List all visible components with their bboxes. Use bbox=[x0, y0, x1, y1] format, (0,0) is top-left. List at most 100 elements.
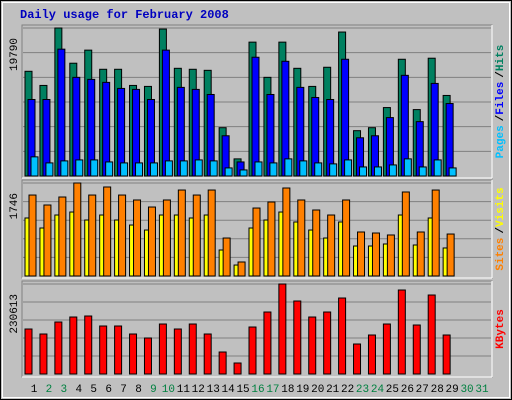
x-tick-label: 21 bbox=[326, 384, 340, 396]
bar bbox=[353, 343, 362, 375]
bar bbox=[299, 160, 308, 177]
bar bbox=[54, 321, 63, 375]
bar bbox=[308, 316, 317, 375]
x-tick-label: 5 bbox=[90, 384, 97, 396]
bar bbox=[90, 159, 99, 177]
bar bbox=[418, 166, 427, 177]
bar bbox=[401, 191, 410, 277]
bar bbox=[39, 333, 48, 375]
bar bbox=[445, 103, 454, 177]
bar bbox=[329, 163, 338, 177]
bar bbox=[162, 199, 171, 277]
bar bbox=[327, 214, 336, 277]
bar bbox=[344, 159, 353, 177]
x-tick-label: 15 bbox=[236, 384, 249, 396]
bar bbox=[403, 158, 412, 177]
bar bbox=[297, 199, 306, 277]
bar bbox=[207, 189, 216, 277]
x-tick-label: 10 bbox=[162, 384, 175, 396]
bar bbox=[357, 231, 366, 277]
bar bbox=[135, 162, 144, 177]
bar bbox=[173, 328, 182, 375]
bar bbox=[88, 194, 97, 277]
bar bbox=[323, 311, 332, 375]
bar bbox=[192, 194, 201, 277]
bar bbox=[45, 162, 54, 177]
bar bbox=[158, 323, 167, 375]
bar bbox=[448, 167, 457, 177]
legend-entry: Sites bbox=[495, 238, 507, 271]
x-tick-label: 4 bbox=[75, 384, 82, 396]
bar bbox=[278, 283, 287, 375]
x-tick-label: 17 bbox=[266, 384, 279, 396]
bar bbox=[427, 294, 436, 375]
bar bbox=[129, 333, 138, 375]
legend: KBytes bbox=[495, 309, 507, 349]
y-tick-label: 230613 bbox=[9, 294, 21, 334]
legend-entry: KBytes bbox=[495, 309, 507, 349]
bar bbox=[43, 204, 52, 277]
y-tick-label: 1746 bbox=[9, 193, 21, 219]
bar bbox=[103, 186, 112, 277]
x-tick-label: 9 bbox=[150, 384, 157, 396]
bar bbox=[203, 333, 212, 375]
bar bbox=[218, 351, 227, 375]
x-tick-label: 19 bbox=[296, 384, 309, 396]
bar bbox=[442, 334, 451, 375]
x-tick-label: 12 bbox=[192, 384, 205, 396]
bar bbox=[224, 167, 233, 177]
bar bbox=[248, 326, 257, 375]
bar bbox=[118, 194, 127, 277]
bar bbox=[120, 162, 129, 177]
x-tick-label: 20 bbox=[311, 384, 324, 396]
bar bbox=[149, 162, 158, 177]
bar bbox=[133, 199, 142, 277]
x-tick-label: 2 bbox=[46, 384, 53, 396]
x-tick-label: 18 bbox=[281, 384, 294, 396]
bar bbox=[282, 187, 291, 277]
bar bbox=[73, 182, 82, 277]
bar bbox=[397, 289, 406, 375]
x-tick-label: 22 bbox=[341, 384, 354, 396]
bar bbox=[99, 325, 108, 375]
bar bbox=[194, 159, 203, 177]
legend-separator: / bbox=[495, 227, 507, 234]
bar bbox=[24, 328, 33, 375]
legend-entry: Visits bbox=[495, 187, 507, 227]
x-tick-label: 23 bbox=[356, 384, 369, 396]
bar bbox=[386, 234, 395, 277]
x-tick-label: 1 bbox=[31, 384, 38, 396]
bar bbox=[58, 196, 67, 277]
x-tick-label: 3 bbox=[61, 384, 68, 396]
x-tick-label: 24 bbox=[371, 384, 385, 396]
bar bbox=[388, 164, 397, 177]
bar bbox=[30, 156, 39, 177]
bar bbox=[373, 166, 382, 177]
bar bbox=[312, 209, 321, 277]
bar bbox=[412, 324, 421, 375]
x-tick-label: 28 bbox=[431, 384, 444, 396]
bar bbox=[75, 159, 84, 177]
x-tick-label: 16 bbox=[251, 384, 264, 396]
x-tick-label: 6 bbox=[105, 384, 112, 396]
bar bbox=[416, 231, 425, 277]
bar bbox=[179, 160, 188, 177]
x-tick-label: 27 bbox=[416, 384, 429, 396]
bar bbox=[177, 189, 186, 277]
bar bbox=[239, 169, 248, 177]
bar bbox=[188, 323, 197, 375]
bar bbox=[105, 161, 114, 177]
legend-entry: Files bbox=[495, 82, 507, 115]
x-tick-label: 11 bbox=[177, 384, 191, 396]
legend-entry: Pages bbox=[495, 125, 507, 158]
bar bbox=[161, 49, 170, 177]
x-tick-label: 30 bbox=[460, 384, 473, 396]
bar bbox=[359, 166, 368, 177]
bar bbox=[371, 232, 380, 277]
bar bbox=[84, 315, 93, 375]
bar bbox=[233, 362, 242, 375]
x-tick-label: 7 bbox=[120, 384, 127, 396]
bar bbox=[164, 160, 173, 177]
